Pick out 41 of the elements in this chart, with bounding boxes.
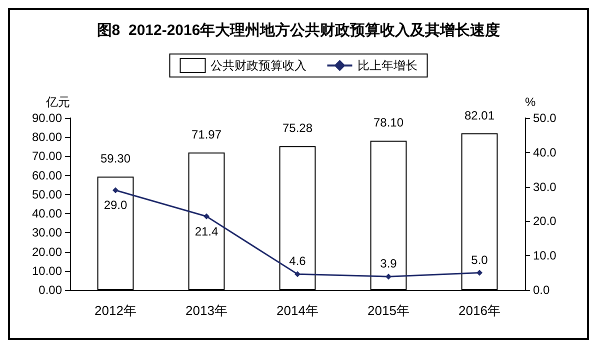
data-label: 82.01 xyxy=(464,108,495,122)
data-label: 4.6 xyxy=(289,254,306,268)
y-tick-label: 50.00 xyxy=(32,187,62,202)
chart-title: 图8 2012-2016年大理州地方公共财政预算收入及其增长速度 xyxy=(96,21,500,39)
data-label: 75.28 xyxy=(282,121,313,136)
x-tick-label: 2016年 xyxy=(458,303,500,318)
y-axis-title: 亿元 xyxy=(45,95,70,109)
data-label: 59.30 xyxy=(100,152,131,166)
y-tick-label: 90.00 xyxy=(32,111,62,125)
y2-tick-label: 50.0 xyxy=(533,111,557,125)
x-tick-label: 2015年 xyxy=(368,303,410,318)
x-tick-label: 2013年 xyxy=(186,303,228,318)
y-tick-label: 0.00 xyxy=(38,283,62,297)
y2-tick-label: 40.0 xyxy=(533,145,557,160)
y2-tick-label: 10.0 xyxy=(533,248,557,263)
x-tick-label: 2012年 xyxy=(94,303,136,318)
point xyxy=(386,274,392,280)
legend-label: 比上年增长 xyxy=(357,58,418,72)
data-label: 71.97 xyxy=(191,127,222,142)
y2-axis-title: % xyxy=(525,95,536,109)
y2-tick-label: 30.0 xyxy=(533,180,557,194)
y-tick-label: 30.00 xyxy=(32,226,62,240)
point xyxy=(294,271,300,278)
y-tick-label: 40.00 xyxy=(32,206,62,221)
data-label: 78.10 xyxy=(373,116,404,130)
y2-tick-label: 20.0 xyxy=(533,214,557,228)
legend-label: 公共财政预算收入 xyxy=(210,58,306,72)
data-label: 3.9 xyxy=(380,256,398,271)
y-tick-label: 60.00 xyxy=(32,168,62,182)
x-tick-label: 2014年 xyxy=(276,303,318,318)
y-tick-label: 70.00 xyxy=(32,149,62,164)
data-label: 5.0 xyxy=(471,252,488,267)
y-tick-label: 80.00 xyxy=(32,130,62,144)
point xyxy=(204,213,210,220)
data-label: 29.0 xyxy=(104,198,128,212)
y-tick-label: 10.00 xyxy=(32,264,62,278)
y-tick-label: 20.00 xyxy=(32,244,62,259)
data-label: 21.4 xyxy=(194,224,218,238)
point xyxy=(476,270,482,276)
point xyxy=(112,187,118,194)
y2-tick-label: 0.0 xyxy=(533,283,550,297)
